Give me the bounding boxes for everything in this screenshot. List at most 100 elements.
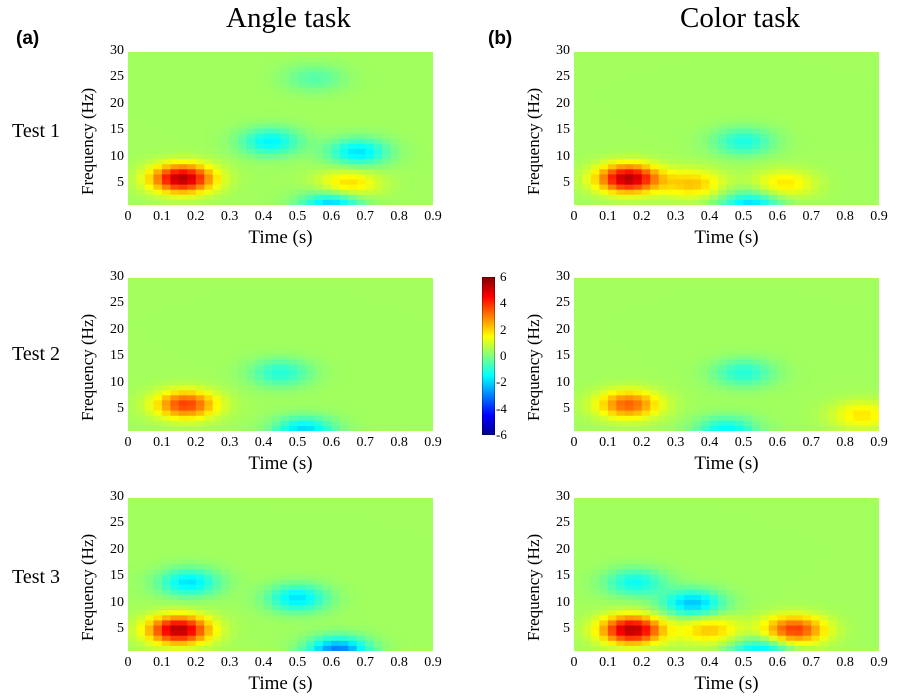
heatmap-cell	[212, 92, 222, 99]
heatmap-cell	[390, 395, 400, 401]
heatmap-cell	[836, 189, 846, 196]
heatmap-cell	[331, 390, 341, 396]
heatmap-cell	[845, 118, 855, 124]
heatmap-cell	[212, 523, 222, 530]
heatmap-cell	[178, 630, 188, 637]
heatmap-cell	[144, 103, 155, 109]
heatmap-cell	[144, 194, 155, 201]
heatmap-cell	[399, 425, 409, 431]
heatmap-cell	[365, 405, 375, 412]
heatmap-cell	[616, 308, 626, 315]
heatmap-cell	[726, 148, 736, 155]
heatmap-cell	[288, 400, 299, 407]
heatmap-cell	[348, 128, 358, 135]
heatmap-cell	[718, 62, 728, 68]
heatmap-cell	[751, 159, 761, 165]
heatmap-cell	[365, 354, 375, 361]
heatmap-cell	[136, 67, 146, 73]
heatmap-cell	[263, 62, 273, 68]
heatmap-cell	[675, 67, 685, 73]
heatmap-cell	[297, 349, 307, 356]
heatmap-cell	[582, 189, 592, 196]
heatmap-cell	[229, 543, 239, 550]
heatmap-cell	[272, 189, 282, 196]
heatmap-cell	[828, 67, 838, 73]
heatmap-cell	[221, 288, 231, 294]
heatmap-cell	[802, 57, 812, 63]
heatmap-cell	[136, 159, 146, 165]
heatmap-cell	[280, 549, 290, 555]
heatmap-cell	[255, 395, 265, 401]
heatmap-cell	[819, 318, 829, 325]
heatmap-cell	[297, 339, 307, 345]
heatmap-cell	[853, 143, 863, 150]
heatmap-cell	[390, 410, 400, 417]
heatmap-cell	[828, 425, 838, 431]
heatmap-cell	[255, 184, 265, 191]
heatmap-cell	[650, 349, 660, 356]
heatmap-cell	[590, 128, 601, 135]
heatmap-cell	[272, 57, 282, 63]
heatmap-cell	[726, 283, 736, 289]
heatmap-cell	[144, 385, 155, 391]
heatmap-cell	[692, 159, 702, 165]
heatmap-cell	[373, 179, 383, 186]
heatmap-cell	[726, 400, 736, 407]
heatmap-cell	[280, 77, 290, 84]
heatmap-cell	[187, 344, 197, 350]
heatmap-cell	[144, 184, 155, 191]
heatmap-cell	[144, 77, 155, 84]
heatmap-cell	[263, 538, 273, 545]
heatmap-cell	[288, 620, 299, 627]
heatmap-cell	[658, 303, 668, 310]
heatmap-cell	[692, 395, 702, 401]
heatmap-cell	[667, 194, 677, 201]
heatmap-cell	[153, 543, 163, 550]
heatmap-cell	[331, 143, 341, 150]
heatmap-cell	[390, 405, 400, 412]
heatmap-cell	[709, 67, 719, 73]
heatmap-cell	[263, 374, 273, 381]
heatmap-cell	[161, 620, 171, 627]
heatmap-cell	[701, 57, 711, 63]
heatmap-cell	[356, 288, 366, 294]
heatmap-cell	[128, 179, 138, 186]
heatmap-cell	[650, 67, 660, 73]
heatmap-cell	[238, 318, 248, 325]
heatmap-cell	[255, 380, 265, 386]
heatmap-cell	[701, 420, 711, 427]
heatmap-cell	[650, 385, 660, 391]
heatmap-cell	[128, 159, 138, 165]
heatmap-cell	[590, 288, 601, 294]
heatmap-cell	[692, 308, 702, 315]
heatmap-cell	[768, 374, 778, 381]
heatmap-cell	[153, 415, 163, 422]
heatmap-cell	[624, 174, 634, 181]
heatmap-cell	[297, 329, 307, 335]
heatmap-cell	[811, 354, 821, 361]
heatmap-cell	[734, 283, 745, 289]
heatmap-cell	[305, 354, 315, 361]
heatmap-cell	[195, 589, 205, 596]
heatmap-cell	[760, 288, 770, 294]
heatmap-cell	[768, 420, 778, 427]
heatmap-cell	[136, 288, 146, 294]
heatmap-cell	[339, 283, 349, 289]
heatmap-cell	[794, 334, 804, 340]
heatmap-cell	[836, 420, 846, 427]
heatmap-cell	[709, 278, 719, 284]
y-tick-label: 25	[556, 69, 570, 85]
heatmap-cell	[153, 329, 163, 335]
heatmap-cell	[204, 533, 214, 540]
heatmap-cell	[785, 164, 795, 170]
heatmap-cell	[153, 364, 163, 371]
heatmap-cell	[760, 143, 770, 150]
heatmap-cell	[246, 313, 256, 320]
heatmap-cell	[246, 298, 256, 305]
heatmap-cell	[246, 154, 256, 160]
heatmap-cell	[212, 118, 222, 124]
heatmap-cell	[263, 184, 273, 191]
heatmap-cell	[187, 159, 197, 165]
heatmap-cell	[751, 354, 761, 361]
heatmap-cell	[751, 174, 761, 181]
